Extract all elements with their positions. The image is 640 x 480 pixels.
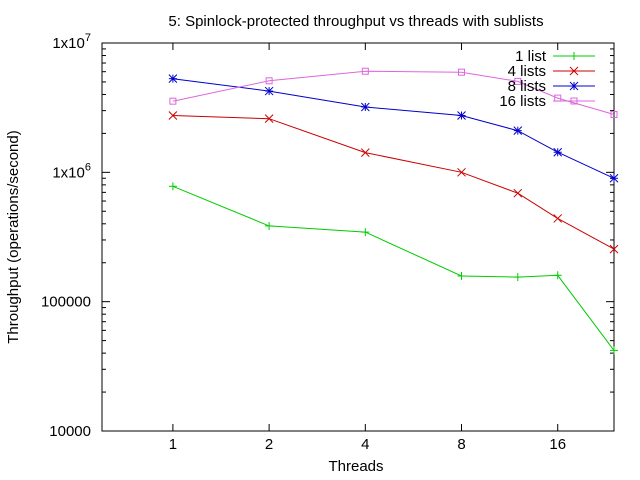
x-axis: 1 2 4 8 16 <box>169 43 566 453</box>
data-point <box>610 111 618 119</box>
series-line <box>172 115 615 250</box>
legend-swatch-marker <box>570 97 578 105</box>
data-point <box>553 147 563 157</box>
x-tick-label: 2 <box>265 436 273 453</box>
y-tick-label-exponent: 6 <box>85 161 91 173</box>
y-tick-label-base: 10000 <box>49 423 91 440</box>
data-point <box>169 97 177 105</box>
data-point <box>553 271 562 280</box>
data-point <box>265 221 274 230</box>
legend-label: 1 list <box>515 48 547 65</box>
y-tick-label-base: 1x10 <box>52 164 85 181</box>
data-point <box>360 102 370 112</box>
data-point <box>168 111 178 120</box>
series-line <box>172 70 615 115</box>
y-tick-label-exponent: 7 <box>85 32 91 44</box>
legend-swatch-marker <box>570 52 578 60</box>
plot-area-border <box>101 42 615 432</box>
series-line <box>172 185 615 351</box>
data-point <box>553 214 563 223</box>
data-point <box>361 67 369 75</box>
data-point <box>514 77 522 85</box>
x-axis-label: Threads <box>328 458 383 475</box>
data-point <box>609 244 619 254</box>
series-8-lists <box>168 74 619 183</box>
series-16-lists <box>169 67 618 119</box>
data-point <box>513 188 523 198</box>
series-1-list <box>168 182 618 355</box>
data-point <box>264 86 274 96</box>
data-point <box>361 228 370 237</box>
series-4-lists <box>168 111 619 254</box>
series-layer <box>168 67 619 355</box>
legend-swatch-marker <box>569 81 579 91</box>
data-point <box>458 68 466 76</box>
data-point <box>513 273 522 282</box>
legend-label: 8 lists <box>508 78 546 95</box>
x-tick-label: 4 <box>361 436 369 453</box>
y-tick-label: 10000 <box>49 423 91 440</box>
data-point <box>360 148 370 157</box>
data-point <box>265 77 273 85</box>
data-point <box>168 74 178 84</box>
y-tick-label-base: 100000 <box>41 294 91 311</box>
data-point <box>610 346 618 355</box>
y-tick-label-base: 1x10 <box>52 35 85 52</box>
legend-label: 4 lists <box>508 63 546 80</box>
x-tick-label: 16 <box>549 436 566 453</box>
x-tick-label: 8 <box>457 436 465 453</box>
data-point <box>609 173 619 183</box>
data-point <box>457 271 466 280</box>
x-tick-label: 1 <box>169 436 177 453</box>
data-point <box>168 182 177 191</box>
y-tick-label: 1x106 <box>52 161 91 181</box>
data-point <box>457 167 466 177</box>
data-point <box>264 114 274 124</box>
y-tick-label: 100000 <box>41 294 91 311</box>
y-axis-label: Throughput (operations/second) <box>5 130 22 343</box>
data-point <box>457 111 466 120</box>
legend-swatch-marker <box>569 66 579 76</box>
data-point <box>513 126 523 136</box>
chart-title: 5: Spinlock-protected throughput vs thre… <box>168 13 543 30</box>
legend-label: 16 lists <box>499 93 546 110</box>
y-tick-label: 1x107 <box>52 32 91 52</box>
